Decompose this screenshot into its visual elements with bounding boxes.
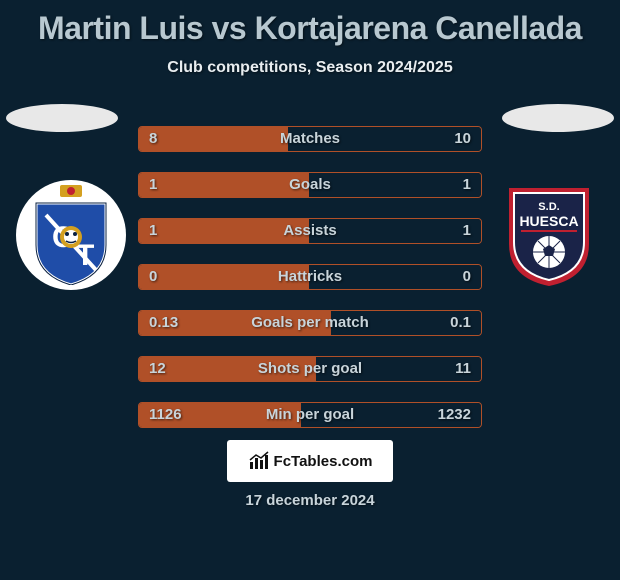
stat-row: 11Assists <box>138 218 482 244</box>
player-head-right <box>502 104 614 132</box>
stat-label: Goals <box>139 173 481 197</box>
watermark-text: FcTables.com <box>274 453 373 470</box>
subtitle: Club competitions, Season 2024/2025 <box>0 59 620 77</box>
chart-bars-icon <box>248 450 270 472</box>
page-title: Martin Luis vs Kortajarena Canellada <box>0 10 620 47</box>
player-head-left <box>6 104 118 132</box>
team-badge-left: C T <box>16 180 126 290</box>
comparison-card: Martin Luis vs Kortajarena Canellada Clu… <box>0 0 620 580</box>
date-text: 17 december 2024 <box>0 492 620 509</box>
svg-text:HUESCA: HUESCA <box>519 213 578 229</box>
stat-row: 810Matches <box>138 126 482 152</box>
stat-row: 11261232Min per goal <box>138 402 482 428</box>
stat-row: 1211Shots per goal <box>138 356 482 382</box>
stat-label: Hattricks <box>139 265 481 289</box>
stat-row: 0.130.1Goals per match <box>138 310 482 336</box>
huesca-shield-icon: S.D. HUESCA <box>503 182 595 288</box>
svg-text:S.D.: S.D. <box>538 201 559 213</box>
stat-row: 00Hattricks <box>138 264 482 290</box>
watermark: FcTables.com <box>227 440 393 482</box>
stat-label: Min per goal <box>139 403 481 427</box>
stat-row: 11Goals <box>138 172 482 198</box>
stat-label: Assists <box>139 219 481 243</box>
stat-label: Shots per goal <box>139 357 481 381</box>
stat-label: Matches <box>139 127 481 151</box>
tenerife-shield-icon: C T <box>26 185 116 285</box>
stat-label: Goals per match <box>139 311 481 335</box>
team-badge-right: S.D. HUESCA <box>494 180 604 290</box>
stats-table: 810Matches 11Goals 11Assists 00Hattricks 0.1… <box>138 126 482 448</box>
